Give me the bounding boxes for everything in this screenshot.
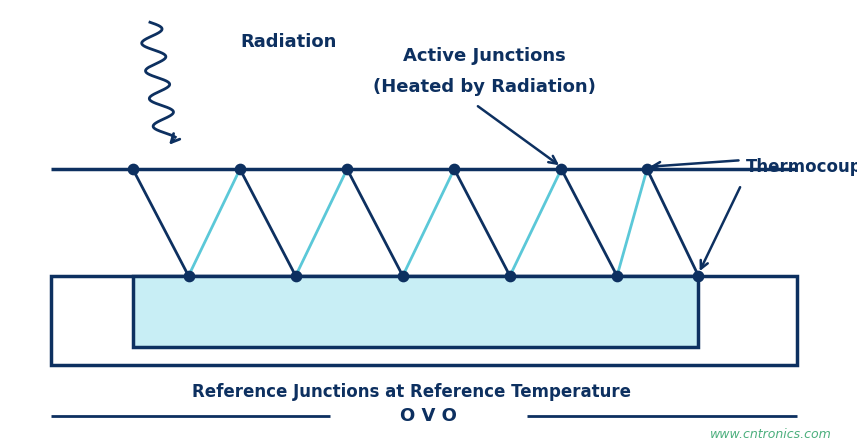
Point — [396, 272, 410, 279]
Bar — [133, 276, 698, 347]
Point — [289, 272, 303, 279]
Text: (Heated by Radiation): (Heated by Radiation) — [373, 78, 596, 96]
Text: Active Junctions: Active Junctions — [403, 47, 566, 65]
Text: Thermocouples: Thermocouples — [746, 158, 857, 176]
Point — [340, 166, 354, 173]
Point — [554, 166, 568, 173]
Point — [447, 166, 461, 173]
Text: Radiation: Radiation — [240, 33, 336, 51]
Text: O V O: O V O — [400, 407, 457, 425]
Bar — [51, 276, 797, 365]
Point — [640, 166, 654, 173]
Text: Reference Junctions at Reference Temperature: Reference Junctions at Reference Tempera… — [192, 383, 631, 400]
Point — [503, 272, 517, 279]
Text: www.cntronics.com: www.cntronics.com — [710, 428, 831, 441]
Point — [126, 166, 140, 173]
Point — [182, 272, 195, 279]
Point — [233, 166, 247, 173]
Point — [692, 272, 705, 279]
Point — [610, 272, 624, 279]
